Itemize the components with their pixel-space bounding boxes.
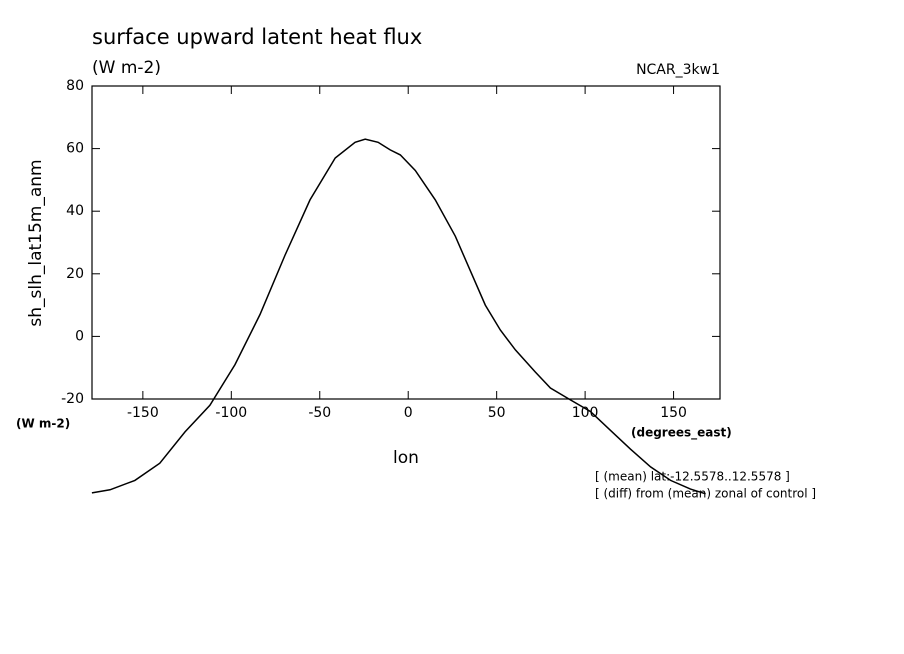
units: (W m-2) [92,58,161,78]
note: [ (mean) lat:-12.5578..12.5578 ] [595,470,790,484]
y-tick-label: 60 [66,141,84,157]
x-tick-label: 50 [488,405,506,421]
dataset: NCAR_3kw1 [636,62,720,78]
x-tick-label: -150 [127,405,159,421]
x-axis-label: lon [393,448,419,468]
y-units: (W m-2) [16,417,70,431]
x-tick-label: 0 [404,405,413,421]
y-tick-label: 0 [75,328,84,344]
plot-frame [91,85,721,400]
y-tick-label: 80 [66,78,84,94]
x-units: (degrees_east) [631,426,732,441]
y-tick-label: 40 [66,203,84,219]
chart-title: surface upward latent heat flux [92,25,422,49]
x-tick-label: -100 [215,405,247,421]
x-tick-label: 150 [660,405,687,421]
y-tick-label: 20 [66,266,84,282]
y-tick-label: -20 [61,391,84,407]
data-line [91,138,706,495]
x-tick-label: 100 [572,405,599,421]
x-tick-label: -50 [308,405,331,421]
y-axis-label: sh_slh_lat15m_anm [26,159,46,326]
